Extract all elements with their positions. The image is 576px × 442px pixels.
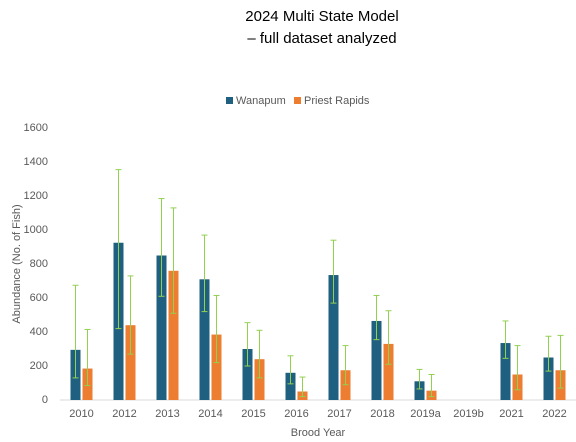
- bar: [383, 343, 394, 400]
- x-tick-label: 2010: [69, 408, 93, 420]
- x-tick-label: 2017: [327, 408, 351, 420]
- error-bar: [213, 294, 220, 364]
- error-bar: [72, 284, 79, 379]
- error-bar: [514, 345, 521, 391]
- y-tick-label: 1000: [24, 224, 48, 236]
- y-tick-label: 400: [30, 326, 48, 338]
- error-bar: [158, 198, 165, 297]
- y-tick-label: 800: [30, 258, 48, 270]
- bar: [500, 343, 511, 400]
- bar: [125, 325, 136, 400]
- error-bar: [201, 234, 208, 313]
- bar: [199, 279, 210, 400]
- error-bar: [342, 345, 349, 386]
- legend-swatch: [294, 97, 301, 104]
- error-bar: [244, 322, 251, 367]
- bar: [371, 320, 382, 400]
- y-tick-label: 200: [30, 360, 48, 372]
- bar: [242, 349, 253, 400]
- x-tick-label: 2018: [370, 408, 394, 420]
- error-bar: [287, 355, 294, 385]
- error-bar: [256, 329, 263, 379]
- error-bar: [502, 320, 509, 359]
- error-bar: [545, 335, 552, 372]
- y-tick-label: 0: [42, 394, 48, 406]
- bar: [414, 381, 425, 400]
- error-bar: [170, 207, 177, 314]
- legend-label: Priest Rapids: [304, 95, 370, 107]
- error-bar: [385, 310, 392, 365]
- bar: [168, 270, 179, 400]
- error-bar: [428, 374, 435, 398]
- x-tick-label: 2016: [284, 408, 308, 420]
- error-bar: [115, 169, 122, 330]
- legend-swatch: [226, 97, 233, 104]
- legend-label: Wanapum: [236, 95, 286, 107]
- y-axis-label: Abundance (No. of Fish): [11, 204, 23, 323]
- x-tick-label: 2012: [112, 408, 136, 420]
- x-tick-label: 2021: [499, 408, 523, 420]
- chart-title: 2024 Multi State Model: [245, 8, 398, 25]
- error-bar: [373, 294, 380, 341]
- bar: [211, 334, 222, 400]
- x-tick-label: 2014: [198, 408, 222, 420]
- error-bar: [416, 368, 423, 390]
- x-axis-label: Brood Year: [291, 427, 346, 439]
- y-tick-label: 1200: [24, 190, 48, 202]
- x-tick-label: 2022: [542, 408, 566, 420]
- error-bar: [330, 239, 337, 304]
- x-tick-label: 2019a: [410, 408, 441, 420]
- error-bar: [557, 334, 564, 389]
- bar: [156, 255, 167, 400]
- x-tick-label: 2019b: [453, 408, 484, 420]
- chart-subtitle: – full dataset analyzed: [247, 30, 396, 47]
- bar: [328, 275, 339, 400]
- bar: [254, 359, 265, 400]
- y-tick-label: 1600: [24, 122, 48, 134]
- y-tick-label: 600: [30, 292, 48, 304]
- bar: [285, 372, 296, 400]
- error-bar: [84, 328, 91, 387]
- x-tick-label: 2013: [155, 408, 179, 420]
- x-tick-label: 2015: [241, 408, 265, 420]
- y-tick-label: 1400: [24, 156, 48, 168]
- bar: [543, 357, 554, 400]
- error-bar: [299, 376, 306, 398]
- error-bar: [127, 275, 134, 355]
